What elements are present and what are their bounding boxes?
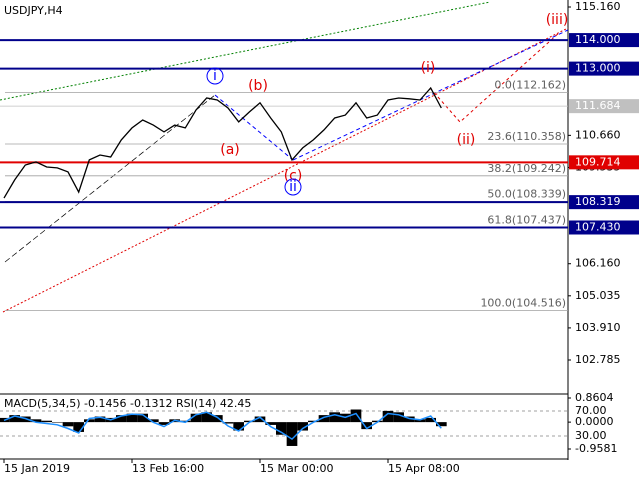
macd-bar [286,422,298,446]
y2-tick-label: 70.00 [575,404,607,417]
y-tick-label: 115.160 [575,0,621,13]
y2-tick-label: 30.00 [575,429,607,442]
level-box [569,33,639,48]
macd-bar [382,410,394,423]
macd-bar [318,415,330,423]
fib-label: 0.0(112.162) [494,79,566,92]
fib-label: 61.8(107.437) [487,213,566,226]
macd-bar [393,412,404,423]
macd-bar [308,420,319,423]
macd-bar [276,422,287,435]
macd-bar [20,416,31,423]
channel-line [2,27,569,313]
wave-label: ii [289,179,297,195]
fib-label: 23.6(110.358) [487,130,566,143]
level-box [569,99,639,114]
macd-bar [62,422,74,427]
level-label: 113.000 [575,62,621,75]
macd-bar [233,422,244,431]
fib-label: 38.2(109.242) [487,162,566,175]
macd-bar [404,416,415,423]
macd-bar [436,422,447,427]
level-box [569,220,639,235]
wave-label: i [213,68,217,84]
macd-bar [116,415,127,423]
macd-bar [329,412,340,423]
macd-bar [425,417,436,423]
macd-bar [244,420,255,423]
y-tick-label: 106.160 [575,257,621,270]
level-box [569,61,639,76]
x-tick-label: 15 Mar 00:00 [260,462,333,475]
macd-bar [361,422,372,430]
macd-bar [9,415,20,423]
channel-line [0,1,491,101]
fib-label: 50.0(108.339) [487,188,566,201]
macd-bar [254,416,266,423]
y-tick-label: 110.660 [575,128,621,141]
indicator-title: MACD(5,34,5) -0.1456 -0.1312 RSI(14) 42.… [4,397,251,410]
macd-bar [30,419,42,423]
y-tick-label: -0.9581 [575,442,617,455]
x-tick-label: 13 Feb 16:00 [132,462,204,475]
macd-bar [350,409,362,423]
level-box [569,195,639,210]
x-tick-label: 15 Apr 08:00 [388,462,460,475]
macd-bar [73,422,84,432]
wave-circle [206,67,224,85]
macd-bar [414,419,426,423]
level-label: 109.714 [575,155,621,168]
level-label: 107.430 [575,220,621,233]
macd-bar [212,415,223,423]
macd-bar [41,420,52,423]
macd-bar [137,413,148,423]
level-label: 114.000 [575,33,621,46]
macd-bar [148,419,159,423]
y-tick-label: 102.785 [575,353,621,366]
x-tick-label: 15 Jan 2019 [4,462,70,475]
macd-bar [94,416,106,423]
wave-label: (a) [220,142,240,158]
y-tick-label: 0.8604 [575,391,614,404]
macd-bar [52,422,63,423]
wave-label: (ii) [457,132,476,148]
wave-circle [284,178,302,196]
macd-bar [126,413,138,423]
y-tick-label: 105.035 [575,289,621,302]
rsi-line [3,411,442,441]
chart-title: USDJPY,H4 [4,4,63,17]
wave-label: (iii) [546,12,569,28]
macd-bar [297,422,308,431]
y-tick-label: 0.0000 [575,415,614,428]
price-line [3,86,442,199]
macd-bar [222,422,234,424]
macd-bar [158,422,170,425]
wave-label: (i) [421,60,436,76]
level-box [569,155,639,170]
level-label: 108.319 [575,195,621,208]
macd-bar [265,422,276,425]
macd-bar [201,412,212,423]
macd-bar [84,419,95,423]
level-label: 111.684 [575,99,621,112]
fib-label: 100.0(104.516) [480,297,566,310]
wave-line [292,29,569,161]
wave-label: (b) [248,78,268,94]
y-tick-label: 103.910 [575,321,621,334]
macd-bar [190,413,202,423]
